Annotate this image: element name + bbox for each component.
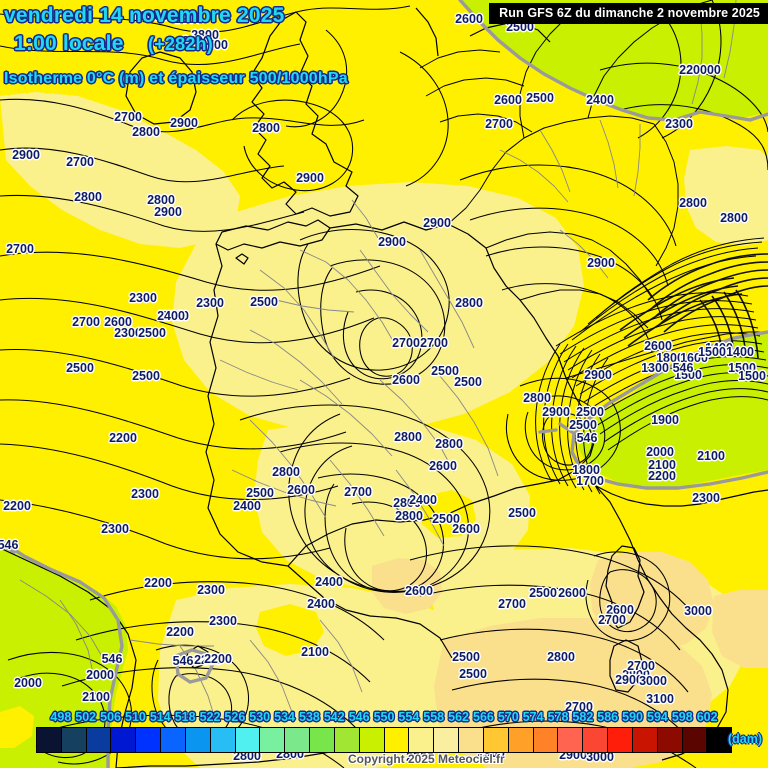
- scale-tick-538: 538: [298, 710, 320, 724]
- forecast-lead-time: (+282h): [148, 34, 213, 54]
- fill-554-right: [712, 590, 768, 668]
- scale-tick-506: 506: [100, 710, 121, 724]
- color-swatch-16: [434, 728, 460, 752]
- color-swatch-6: [185, 728, 211, 752]
- color-swatch-15: [409, 728, 435, 752]
- fill-550-east: [684, 146, 768, 246]
- scale-tick-602: 602: [696, 710, 718, 724]
- scale-tick-526: 526: [224, 710, 246, 724]
- scale-tick-546: 546: [348, 710, 370, 724]
- scale-tick-566: 566: [472, 710, 494, 724]
- color-swatch-25: [657, 728, 683, 752]
- color-swatch-23: [608, 728, 633, 752]
- fill-546-southwest: [0, 540, 128, 768]
- scale-tick-510: 510: [124, 710, 146, 724]
- fill-550-nw-sea: [0, 92, 240, 248]
- alps-dense-core: [619, 253, 768, 359]
- color-swatch-24: [632, 728, 658, 752]
- scale-tick-502: 502: [75, 710, 97, 724]
- color-scale-bar: [36, 727, 732, 753]
- color-scale-unit: (dam): [728, 732, 763, 746]
- color-scale: 498 502 506 510 514 518 522 526 530 534 538 542 546 5…: [0, 710, 768, 760]
- color-swatch-21: [558, 728, 584, 752]
- scale-tick-574: 574: [522, 710, 544, 724]
- scale-tick-562: 562: [448, 710, 469, 724]
- model-run-banner: Run GFS 6Z du dimanche 2 novembre 2025: [489, 3, 768, 24]
- color-swatch-17: [459, 728, 484, 752]
- scale-tick-598: 598: [671, 710, 693, 724]
- scale-tick-586: 586: [597, 710, 619, 724]
- color-swatch-4: [136, 728, 162, 752]
- fill-554-nespain: [372, 558, 442, 614]
- copyright-text: Copyright 2025 Meteociel.fr: [348, 752, 505, 766]
- color-swatch-22: [583, 728, 609, 752]
- fill-550-notch-b: [256, 604, 324, 656]
- color-swatch-18: [483, 728, 509, 752]
- color-swatch-19: [508, 728, 534, 752]
- scale-tick-578: 578: [547, 710, 569, 724]
- parameter-title: Isotherme 0°C (m) et épaisseur 500/1000h…: [4, 70, 348, 87]
- color-scale-ticks: 498 502 506 510 514 518 522 526 530 534 538 542 546 5…: [0, 710, 768, 726]
- color-swatch-11: [310, 728, 335, 752]
- fill-546-alps: [578, 334, 768, 488]
- color-swatch-3: [111, 728, 137, 752]
- scale-tick-534: 534: [274, 710, 295, 724]
- color-swatch-5: [161, 728, 186, 752]
- color-swatch-7: [210, 728, 236, 752]
- scale-tick-582: 582: [572, 710, 594, 724]
- fill-550-notch-c: [0, 706, 34, 748]
- color-swatch-0: [37, 728, 62, 752]
- scale-tick-554: 554: [398, 710, 420, 724]
- scale-tick-542: 542: [323, 710, 345, 724]
- forecast-date: vendredi 14 novembre 2025: [4, 4, 285, 27]
- scale-tick-522: 522: [199, 710, 221, 724]
- scale-tick-570: 570: [497, 710, 519, 724]
- scale-tick-594: 594: [646, 710, 668, 724]
- color-swatch-14: [384, 728, 410, 752]
- fill-550-south: [254, 420, 530, 590]
- color-swatch-1: [61, 728, 87, 752]
- scale-tick-530: 530: [249, 710, 271, 724]
- scale-tick-558: 558: [423, 710, 445, 724]
- scale-tick-590: 590: [622, 710, 643, 724]
- scale-tick-518: 518: [174, 710, 196, 724]
- color-swatch-20: [533, 728, 559, 752]
- forecast-hour: 1:00 locale: [14, 32, 124, 55]
- color-swatch-26: [682, 728, 708, 752]
- color-swatch-9: [260, 728, 286, 752]
- scale-tick-514: 514: [149, 710, 171, 724]
- color-swatch-27: [707, 728, 732, 752]
- color-swatch-2: [86, 728, 112, 752]
- color-swatch-12: [334, 728, 360, 752]
- color-swatch-10: [285, 728, 311, 752]
- color-swatch-8: [235, 728, 261, 752]
- fill-550-center: [172, 182, 584, 434]
- scale-tick-498: 498: [50, 710, 72, 724]
- scale-tick-550: 550: [373, 710, 395, 724]
- color-swatch-13: [359, 728, 385, 752]
